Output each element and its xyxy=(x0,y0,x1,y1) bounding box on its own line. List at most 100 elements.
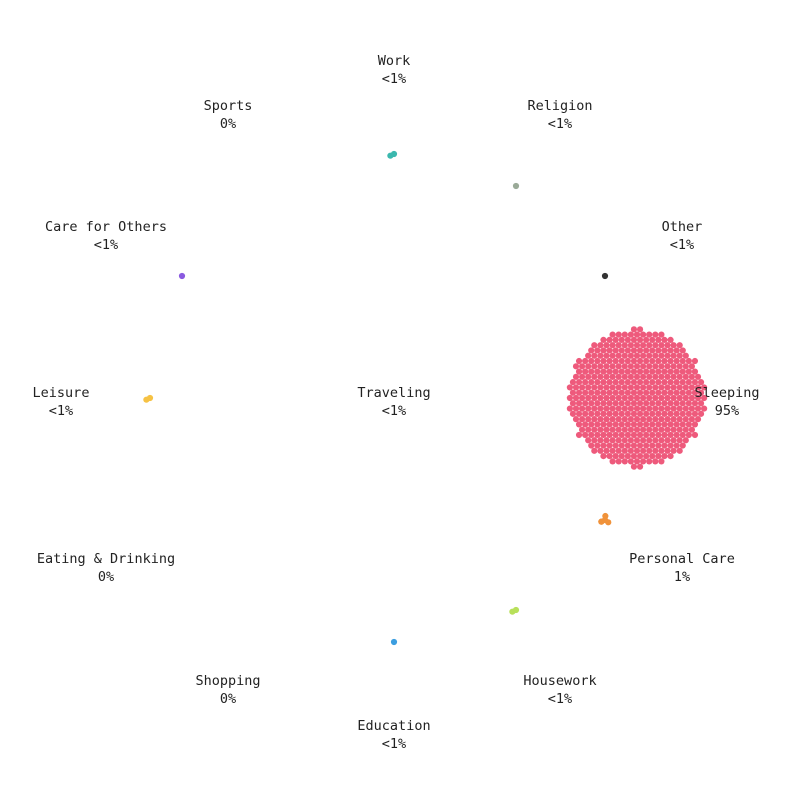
dot-sleeping xyxy=(658,373,665,380)
dot-sleeping xyxy=(566,405,574,412)
dot-sleeping xyxy=(673,400,680,407)
dot-sleeping xyxy=(597,373,604,380)
dot-sleeping xyxy=(679,421,686,428)
dot-sleeping xyxy=(636,463,644,470)
dot-sleeping xyxy=(655,368,662,375)
dot-sleeping xyxy=(646,437,653,444)
dot-sleeping xyxy=(646,426,653,433)
dot-sleeping xyxy=(618,389,625,396)
label-eating-drinking-pct: 0% xyxy=(97,569,115,585)
dot-sleeping xyxy=(575,368,583,375)
dot-sleeping xyxy=(585,384,592,391)
dot-sleeping xyxy=(615,458,622,465)
dot-sleeping xyxy=(652,437,659,444)
dot-education xyxy=(390,638,398,646)
dot-sleeping xyxy=(670,373,677,380)
dot-sleeping xyxy=(594,379,601,386)
dot-sleeping xyxy=(621,405,628,412)
dot-sleeping xyxy=(658,384,665,391)
label-sleeping: Sleeping 95% xyxy=(627,384,800,420)
label-religion-pct: <1% xyxy=(547,116,573,132)
dot-sleeping xyxy=(609,416,616,423)
dot-sleeping xyxy=(615,373,622,380)
dot-sleeping xyxy=(618,431,625,439)
dot-sleeping xyxy=(603,352,610,359)
dot-sleeping xyxy=(655,379,662,386)
label-shopping: Shopping 0% xyxy=(128,672,328,708)
dot-religion xyxy=(512,182,520,190)
label-leisure: Leisure <1% xyxy=(0,384,161,420)
dot-sleeping xyxy=(627,331,635,338)
dot-sleeping xyxy=(652,373,659,380)
dot-sleeping xyxy=(661,442,668,449)
dot-sleeping xyxy=(609,363,616,370)
dot-sleeping xyxy=(591,384,598,391)
dot-sleeping xyxy=(640,437,647,444)
dot-sleeping xyxy=(600,453,607,460)
dot-sleeping xyxy=(609,331,616,338)
dot-sleeping xyxy=(636,442,644,449)
dot-sleeping xyxy=(679,400,686,407)
dot-sleeping xyxy=(658,447,665,454)
dot-sleeping xyxy=(670,384,677,391)
dot-sleeping xyxy=(652,384,659,391)
dot-sleeping xyxy=(633,342,641,349)
dot-sleeping xyxy=(664,426,671,433)
dot-sleeping xyxy=(621,458,628,465)
dot-sleeping xyxy=(649,431,656,439)
dot-sleeping xyxy=(572,416,580,423)
dot-sleeping xyxy=(612,336,619,343)
dot-sleeping xyxy=(670,405,677,412)
label-care-for-others: Care for Others <1% xyxy=(6,218,206,254)
dot-sleeping xyxy=(643,336,650,343)
dot-sleeping xyxy=(569,379,577,386)
dot-sleeping xyxy=(670,342,677,349)
dot-sleeping xyxy=(697,400,705,407)
dot-sleeping xyxy=(600,442,607,449)
dot-sleeping xyxy=(652,458,659,465)
dot-sleeping xyxy=(633,426,641,433)
dot-sleeping xyxy=(588,357,595,365)
dot-sleeping xyxy=(609,352,616,359)
dot-sleeping xyxy=(603,363,610,370)
dot-sleeping xyxy=(673,442,680,449)
dot-sleeping xyxy=(655,336,662,343)
dot-sleeping xyxy=(691,368,699,375)
dot-sleeping xyxy=(627,426,635,433)
dot-sleeping xyxy=(688,384,696,391)
dot-sleeping xyxy=(630,326,638,333)
label-education: Education <1% xyxy=(294,717,494,753)
dot-sleeping xyxy=(633,331,641,338)
label-religion: Religion <1% xyxy=(460,97,660,133)
dot-sleeping xyxy=(652,363,659,370)
dot-sleeping xyxy=(682,373,689,380)
dot-sleeping xyxy=(569,400,577,407)
dot-sleeping xyxy=(606,453,613,460)
dot-sleeping xyxy=(591,447,598,454)
dot-sleeping xyxy=(585,373,592,380)
dot-sleeping xyxy=(594,400,601,407)
dot-sleeping xyxy=(585,416,592,423)
label-leisure-name: Leisure xyxy=(32,385,90,401)
dot-sleeping xyxy=(673,431,680,439)
dot-sleeping xyxy=(588,442,595,449)
dot-sleeping xyxy=(701,384,708,391)
dot-sleeping xyxy=(624,347,631,354)
dot-sleeping xyxy=(679,379,686,386)
dot-sleeping xyxy=(643,357,650,365)
dot-sleeping xyxy=(649,453,656,460)
dot-sleeping xyxy=(652,394,659,402)
dot-sleeping xyxy=(673,389,680,396)
dot-sleeping xyxy=(643,389,650,396)
dot-sleeping xyxy=(685,400,692,407)
dot-sleeping xyxy=(646,405,653,412)
dot-sleeping xyxy=(649,379,656,386)
dot-sleeping xyxy=(673,379,680,386)
dot-sleeping xyxy=(640,405,647,412)
label-eating-drinking-name: Eating & Drinking xyxy=(36,551,176,567)
dot-sleeping xyxy=(575,421,583,428)
dot-sleeping xyxy=(612,453,619,460)
dot-personal-care xyxy=(598,518,605,525)
dot-sleeping xyxy=(585,352,592,359)
